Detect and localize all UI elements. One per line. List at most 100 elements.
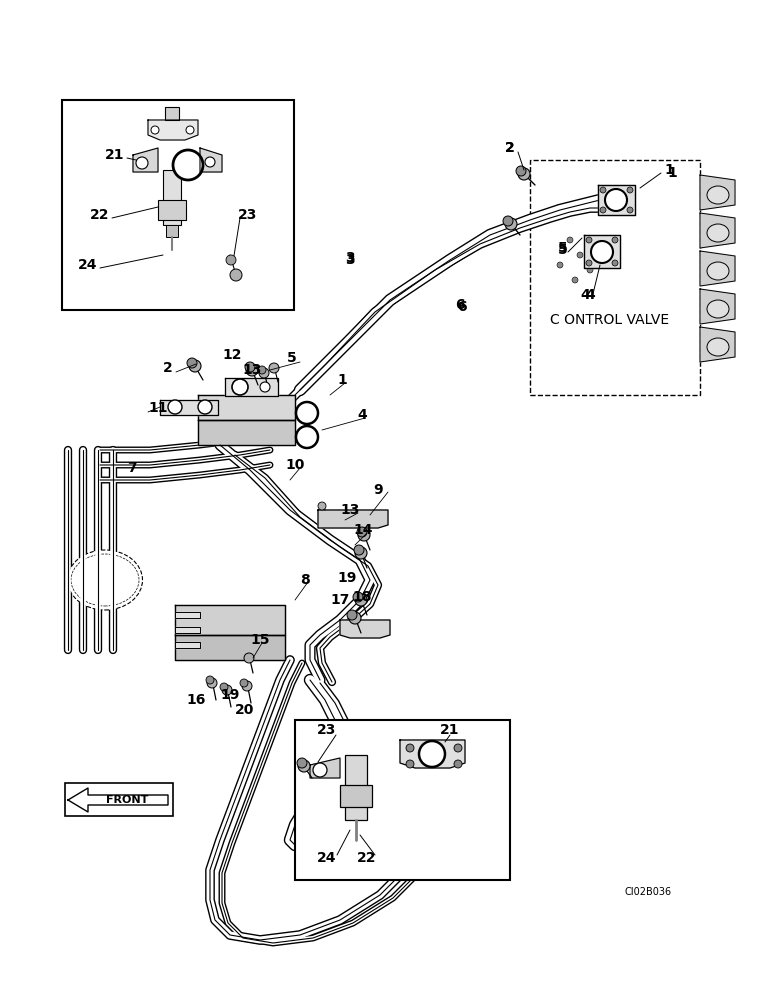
Circle shape (357, 527, 367, 537)
Polygon shape (700, 213, 735, 248)
Circle shape (355, 547, 367, 559)
Polygon shape (700, 251, 735, 286)
Circle shape (168, 400, 182, 414)
Circle shape (355, 594, 367, 606)
Polygon shape (68, 788, 168, 812)
Text: CI02B036: CI02B036 (625, 887, 672, 897)
Text: 12: 12 (222, 348, 242, 362)
Text: 23: 23 (318, 723, 337, 737)
Polygon shape (400, 740, 465, 768)
Text: 15: 15 (250, 633, 270, 647)
Text: 4: 4 (580, 288, 590, 302)
Circle shape (505, 218, 517, 230)
Polygon shape (160, 400, 218, 415)
Circle shape (258, 366, 266, 374)
Polygon shape (198, 395, 295, 420)
Polygon shape (310, 758, 340, 778)
Circle shape (296, 402, 318, 424)
Text: 22: 22 (90, 208, 109, 222)
Bar (62, 100, 294, 310)
Text: 23: 23 (239, 208, 258, 222)
Circle shape (222, 685, 232, 695)
Circle shape (354, 545, 364, 555)
Text: 9: 9 (373, 483, 383, 497)
Text: 10: 10 (285, 458, 305, 472)
Polygon shape (175, 642, 200, 648)
Text: 16: 16 (186, 693, 206, 707)
Circle shape (296, 426, 318, 448)
Ellipse shape (71, 554, 139, 606)
Polygon shape (700, 327, 735, 362)
Text: 22: 22 (357, 851, 377, 865)
Text: 6: 6 (458, 300, 467, 314)
Text: 3: 3 (345, 253, 355, 267)
Circle shape (189, 360, 201, 372)
Circle shape (627, 187, 633, 193)
Text: 2: 2 (505, 141, 515, 155)
Ellipse shape (707, 262, 729, 280)
Polygon shape (700, 289, 735, 324)
Circle shape (151, 126, 159, 134)
Circle shape (406, 760, 414, 768)
Polygon shape (225, 378, 278, 396)
Circle shape (587, 267, 593, 273)
Circle shape (577, 252, 583, 258)
Circle shape (318, 502, 326, 510)
Ellipse shape (68, 550, 143, 610)
Circle shape (503, 216, 513, 226)
Polygon shape (175, 635, 285, 660)
Circle shape (313, 763, 327, 777)
Text: 4: 4 (585, 288, 595, 302)
Circle shape (297, 758, 307, 768)
Text: 6: 6 (455, 298, 465, 312)
Polygon shape (340, 620, 390, 638)
Text: 14: 14 (353, 523, 372, 537)
Text: 2: 2 (505, 141, 515, 155)
Circle shape (454, 744, 462, 752)
Bar (65, 783, 173, 816)
Circle shape (454, 760, 462, 768)
Circle shape (298, 760, 310, 772)
Text: 5: 5 (287, 351, 297, 365)
Polygon shape (200, 148, 222, 172)
Text: 1: 1 (667, 166, 677, 180)
Circle shape (627, 207, 633, 213)
Text: 11: 11 (148, 401, 168, 415)
Bar (163, 170, 181, 225)
Circle shape (226, 255, 236, 265)
Circle shape (260, 382, 270, 392)
Polygon shape (175, 627, 200, 633)
Circle shape (198, 400, 212, 414)
Text: 7: 7 (127, 461, 137, 475)
Text: 24: 24 (78, 258, 98, 272)
Bar (345, 755, 367, 820)
Circle shape (246, 364, 258, 376)
Polygon shape (133, 148, 158, 172)
Polygon shape (175, 612, 200, 618)
Text: 4: 4 (357, 408, 367, 422)
Bar (340, 785, 372, 807)
Circle shape (586, 260, 592, 266)
Circle shape (232, 379, 248, 395)
Text: 24: 24 (317, 851, 337, 865)
Polygon shape (318, 510, 388, 528)
Bar (530, 160, 700, 395)
Circle shape (567, 237, 573, 243)
Text: 13: 13 (340, 503, 359, 517)
Circle shape (406, 744, 414, 752)
Text: 21: 21 (440, 723, 460, 737)
Circle shape (207, 678, 217, 688)
Circle shape (612, 237, 618, 243)
Circle shape (259, 368, 269, 378)
Circle shape (187, 358, 197, 368)
Circle shape (244, 653, 254, 663)
Circle shape (612, 260, 618, 266)
Circle shape (600, 207, 606, 213)
Bar (166, 225, 178, 237)
Circle shape (347, 610, 357, 620)
Text: 3: 3 (345, 251, 355, 265)
Circle shape (269, 363, 279, 373)
Circle shape (591, 241, 613, 263)
Ellipse shape (707, 300, 729, 318)
Polygon shape (175, 605, 285, 635)
